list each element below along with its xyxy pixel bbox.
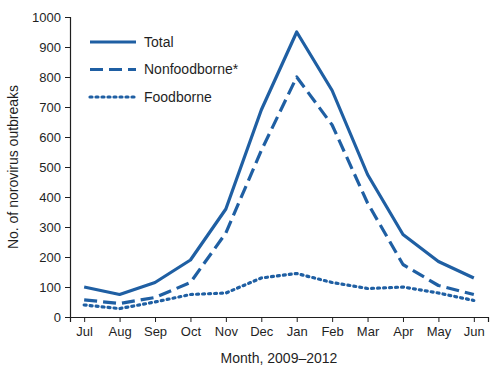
- legend: Total Nonfoodborne* Foodborne: [90, 34, 239, 105]
- y-tick-mark: [65, 107, 70, 108]
- legend-label: Total: [144, 34, 174, 50]
- y-tick: 800: [39, 70, 70, 85]
- x-tick: Jan: [287, 317, 308, 339]
- x-tick-mark: [226, 317, 227, 322]
- y-tick-label: 100: [39, 280, 61, 295]
- x-axis-line: [71, 318, 489, 323]
- x-tick-mark: [120, 317, 121, 322]
- x-tick-label: Sep: [144, 324, 167, 339]
- series-line: [84, 77, 474, 304]
- x-tick-mark: [438, 317, 439, 322]
- y-tick: 300: [39, 220, 70, 235]
- x-tick-mark: [190, 317, 191, 322]
- y-tick-mark: [65, 257, 70, 258]
- legend-label: Nonfoodborne*: [144, 61, 239, 77]
- y-tick: 700: [39, 100, 70, 115]
- y-tick-label: 900: [39, 40, 61, 55]
- series-line: [84, 32, 474, 295]
- y-tick: 900: [39, 40, 70, 55]
- x-tick: Jul: [76, 317, 93, 339]
- x-tick-label: Jul: [76, 324, 93, 339]
- x-axis: Jul Aug Sep Oct Nov Dec Jan Feb Mar Apr May Jun: [71, 317, 489, 339]
- x-tick: May: [427, 317, 452, 339]
- x-tick: Feb: [321, 317, 343, 339]
- y-tick-label: 300: [39, 220, 61, 235]
- x-axis-title: Month, 2009–2012: [221, 350, 338, 366]
- x-tick: Sep: [144, 317, 167, 339]
- y-tick-mark: [65, 317, 70, 318]
- legend-label: Foodborne: [144, 89, 212, 105]
- plot: 0 100 200 300 400 500 600 700 800 900 1000 Jul Aug Se…: [32, 10, 488, 340]
- y-tick-mark: [65, 197, 70, 198]
- x-tick-mark: [474, 317, 475, 322]
- x-tick-mark: [155, 317, 156, 322]
- y-tick: 600: [39, 130, 70, 145]
- x-tick-label: Feb: [321, 324, 343, 339]
- x-tick-label: Apr: [393, 324, 414, 339]
- y-tick-mark: [65, 77, 70, 78]
- series-line: [84, 274, 474, 309]
- y-tick-label: 1000: [32, 10, 61, 25]
- x-tick-label: Jun: [464, 324, 485, 339]
- chart: 0 100 200 300 400 500 600 700 800 900 1000 Jul Aug Se…: [0, 0, 496, 375]
- y-tick-mark: [65, 227, 70, 228]
- y-tick-mark: [65, 47, 70, 48]
- x-tick-mark: [403, 317, 404, 322]
- x-tick-mark: [332, 317, 333, 322]
- x-tick: Jun: [464, 317, 485, 339]
- y-tick-mark: [65, 287, 70, 288]
- y-axis-line: [65, 18, 71, 318]
- legend-swatch: [90, 95, 136, 98]
- y-tick-mark: [65, 137, 70, 138]
- x-tick-label: Dec: [250, 324, 274, 339]
- legend-swatch: [90, 40, 136, 43]
- y-tick: 500: [39, 160, 70, 175]
- x-tick-mark: [261, 317, 262, 322]
- y-tick-label: 700: [39, 100, 61, 115]
- y-tick-mark: [65, 17, 70, 18]
- y-tick-label: 500: [39, 160, 61, 175]
- x-tick-label: May: [427, 324, 452, 339]
- y-tick: 100: [39, 280, 70, 295]
- y-tick: 200: [39, 250, 70, 265]
- y-axis-title: No. of norovirus outbreaks: [5, 85, 21, 249]
- x-tick-label: Mar: [357, 324, 380, 339]
- y-tick-label: 800: [39, 70, 61, 85]
- x-tick: Mar: [357, 317, 380, 339]
- y-tick: 0: [54, 310, 70, 325]
- y-tick-mark: [65, 167, 70, 168]
- x-tick-label: Jan: [287, 324, 308, 339]
- y-tick-label: 0: [54, 310, 61, 325]
- x-tick-label: Oct: [181, 324, 202, 339]
- y-axis: 0 100 200 300 400 500 600 700 800 900 1000: [32, 10, 70, 325]
- y-tick: 400: [39, 190, 70, 205]
- x-tick-label: Nov: [215, 324, 239, 339]
- x-tick: Apr: [393, 317, 414, 339]
- x-tick-label: Aug: [109, 324, 132, 339]
- x-tick-mark: [297, 317, 298, 322]
- y-tick-label: 400: [39, 190, 61, 205]
- x-tick-mark: [84, 317, 85, 322]
- lines: [84, 32, 474, 309]
- x-tick: Dec: [250, 317, 274, 339]
- y-tick-label: 200: [39, 250, 61, 265]
- y-tick-label: 600: [39, 130, 61, 145]
- x-tick: Oct: [181, 317, 202, 339]
- legend-swatch: [90, 68, 136, 71]
- x-tick-mark: [368, 317, 369, 322]
- y-tick: 1000: [32, 10, 70, 25]
- x-tick: Nov: [215, 317, 239, 339]
- x-tick: Aug: [109, 317, 132, 339]
